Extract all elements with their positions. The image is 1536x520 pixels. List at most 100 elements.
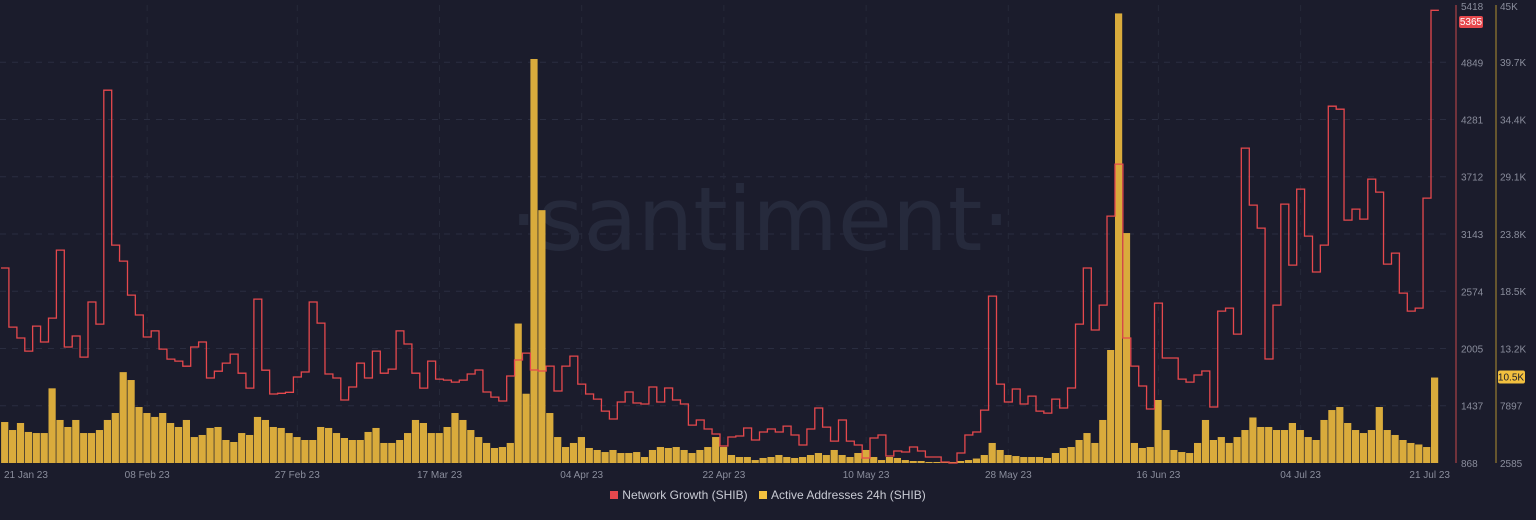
active-addresses-bar [1328, 410, 1336, 463]
active-addresses-bar [704, 447, 712, 463]
active-addresses-bar [885, 457, 894, 463]
active-addresses-bar [483, 442, 491, 463]
grid [0, 5, 1452, 463]
left-tick-label: 2574 [1461, 287, 1484, 298]
active-addresses-bar [1225, 442, 1233, 463]
legend-label: Active Addresses 24h (SHIB) [770, 488, 926, 502]
active-addresses-bar [514, 323, 522, 463]
active-addresses-bar [1431, 377, 1439, 463]
active-addresses-bar [538, 210, 546, 463]
active-addresses-bar [1273, 430, 1281, 463]
active-addresses-bar [206, 427, 214, 463]
active-addresses-bar [854, 453, 862, 463]
active-addresses-bar [1336, 407, 1344, 463]
active-addresses-bar [1249, 417, 1257, 463]
active-addresses-bar [1367, 430, 1375, 463]
active-addresses-bar [775, 455, 783, 463]
active-addresses-bar [1209, 440, 1217, 463]
legend-item-network-growth[interactable]: Network Growth (SHIB) [610, 488, 748, 502]
active-addresses-bar [230, 441, 238, 463]
active-addresses-bar [1296, 430, 1304, 463]
active-addresses-bar [830, 449, 838, 463]
active-addresses-bar [909, 461, 917, 463]
active-addresses-bar [901, 460, 909, 463]
active-addresses-bar [309, 440, 317, 463]
active-addresses-bar [759, 457, 767, 463]
active-addresses-bar [1107, 349, 1115, 463]
active-addresses-bar [127, 380, 135, 463]
active-addresses-bar [317, 426, 325, 463]
active-addresses-bar [672, 447, 680, 463]
active-addresses-bar [1115, 13, 1123, 464]
active-addresses-bar [1170, 449, 1178, 463]
active-addresses-bar [1020, 457, 1028, 463]
active-addresses-bar [925, 461, 933, 463]
x-tick-label: 22 Apr 23 [702, 470, 745, 481]
active-addresses-bar [1122, 233, 1131, 463]
left-axis-ticks: 5418 4849 4281 3712 3143 2574 2005 1437 868 [1461, 2, 1484, 470]
active-addresses-bar [783, 457, 791, 463]
x-tick-label: 16 Jun 23 [1136, 470, 1180, 481]
active-addresses-bar [1288, 422, 1296, 463]
active-addresses-bar [214, 426, 222, 463]
active-addresses-bar [791, 457, 799, 463]
active-addresses-bar [32, 433, 40, 463]
active-addresses-bar [332, 433, 341, 463]
active-addresses-bars [1, 13, 1439, 464]
network-growth-swatch [610, 491, 619, 499]
active-addresses-bar [16, 422, 25, 463]
active-addresses-bar [751, 460, 759, 463]
active-addresses-bar [1320, 419, 1328, 463]
left-tick-label: 3712 [1461, 173, 1484, 184]
active-addresses-bar [1423, 447, 1431, 463]
active-addresses-bar [1415, 444, 1423, 463]
active-addresses-bar [151, 416, 159, 463]
active-addresses-bar [72, 419, 80, 463]
active-addresses-bar [95, 430, 104, 463]
active-addresses-bar [1162, 430, 1170, 463]
active-addresses-bar [957, 461, 965, 463]
active-addresses-bar [174, 426, 183, 463]
active-addresses-bar [1344, 422, 1352, 463]
active-addresses-bar [475, 437, 483, 463]
right-tick-label: 34.4K [1500, 115, 1526, 126]
active-addresses-bar [633, 452, 641, 463]
active-addresses-bar [1375, 407, 1383, 463]
chart: ·santiment· 5418 4849 4281 3712 3143 2574 2005… [0, 2, 1526, 481]
active-addresses-bar [1304, 437, 1312, 463]
active-addresses-bar [893, 457, 901, 463]
network-growth-last-value-badge: 5365 [1459, 16, 1483, 28]
active-addresses-bar [419, 422, 427, 463]
active-addresses-bar [80, 433, 88, 463]
active-addresses-bar [159, 413, 167, 463]
active-addresses-bar [24, 431, 32, 463]
active-addresses-bar [577, 437, 585, 463]
active-addresses-bar [585, 447, 593, 463]
x-tick-label: 21 Jul 23 [1409, 470, 1450, 481]
active-addresses-bar [1217, 437, 1225, 463]
active-addresses-bar [9, 430, 17, 463]
active-addresses-bar [48, 388, 56, 463]
watermark: ·santiment· [510, 168, 1011, 271]
active-addresses-bar [767, 457, 775, 463]
active-addresses-bar [1012, 456, 1020, 463]
legend-item-active-addresses[interactable]: Active Addresses 24h (SHIB) [758, 488, 926, 502]
active-addresses-bar [727, 455, 736, 463]
x-tick-label: 04 Jul 23 [1280, 470, 1321, 481]
active-addresses-bar [1083, 433, 1091, 463]
active-addresses-bar [396, 440, 404, 463]
active-addresses-bar [933, 461, 941, 463]
active-addresses-bar [554, 437, 562, 463]
left-tick-label: 4849 [1461, 58, 1484, 69]
active-addresses-bar [712, 437, 720, 463]
active-addresses-bar [498, 447, 506, 463]
active-addresses-bar [167, 422, 175, 463]
active-addresses-bar [411, 419, 420, 463]
active-addresses-bar [617, 453, 625, 463]
active-addresses-bar [190, 437, 198, 463]
active-addresses-bar [664, 447, 672, 463]
active-addresses-bar [103, 419, 111, 463]
active-addresses-bar [301, 440, 309, 463]
x-tick-label: 10 May 23 [843, 470, 890, 481]
active-addresses-bar [648, 449, 657, 463]
